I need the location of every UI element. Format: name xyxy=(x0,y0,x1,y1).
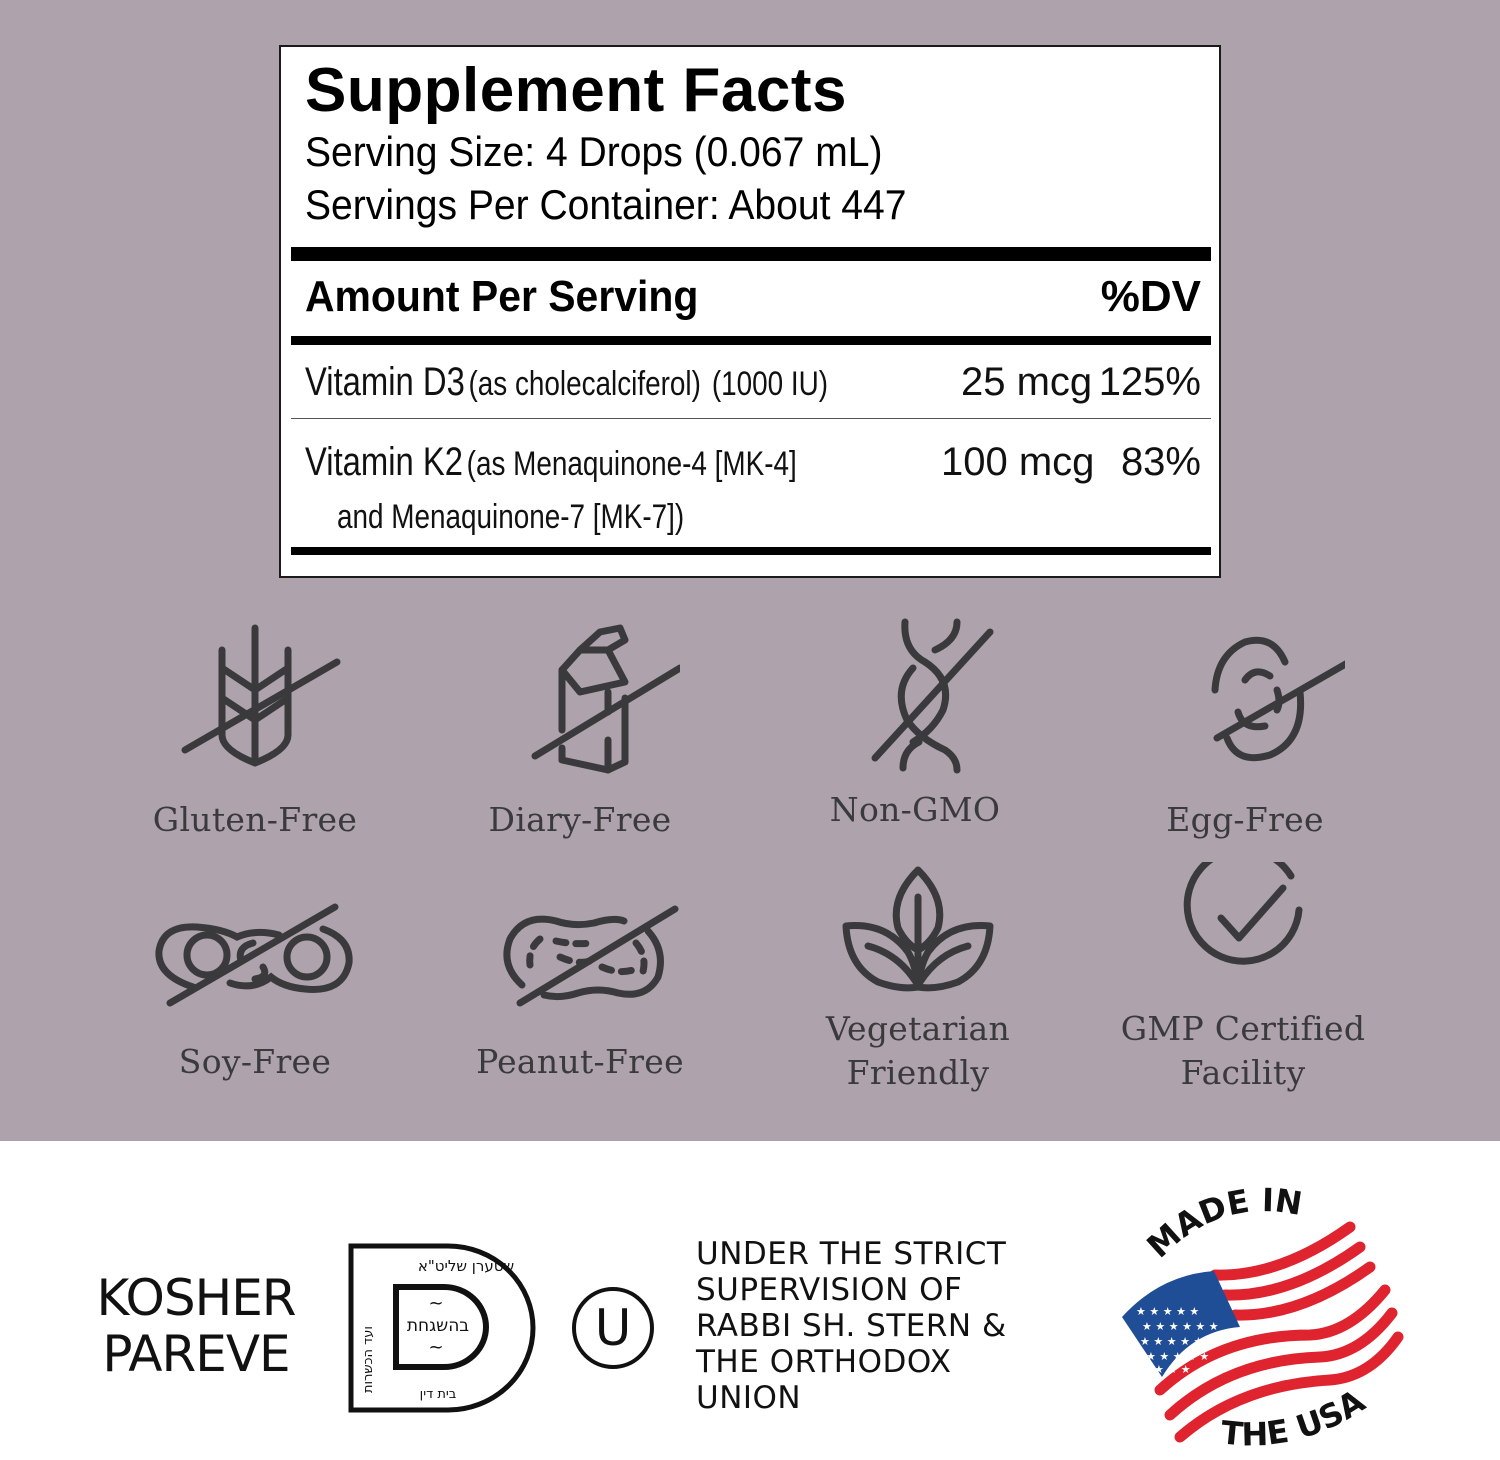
svg-text:U: U xyxy=(595,1299,632,1357)
kosher-d-symbol-icon: בהשגחת ~ ~ שטערן שליט"א ועד הכשרות בית ד… xyxy=(348,1243,536,1413)
nutrient-row-vitamin-k2: Vitamin K2 (as Menaquinone-4 [MK-4] xyxy=(305,437,905,496)
svg-text:THE USA: THE USA xyxy=(1219,1382,1372,1454)
amount-per-serving-header: Amount Per Serving xyxy=(305,272,699,321)
divider-thick xyxy=(291,547,1211,555)
pareve-label: PAREVE xyxy=(102,1325,290,1383)
badge-peanut-free: Peanut-Free xyxy=(430,895,730,1084)
badge-label: Diary-Free xyxy=(488,800,672,839)
nutrient-name: Vitamin K2 xyxy=(305,440,464,484)
badge-gluten-free: Gluten-Free xyxy=(105,620,405,842)
supplement-facts-label: Supplement Facts Serving Size: 4 Drops (… xyxy=(279,45,1221,578)
badge-label: Egg-Free xyxy=(1166,800,1324,839)
svg-text:~: ~ xyxy=(428,1293,443,1314)
svg-text:★ ★ ★: ★ ★ ★ xyxy=(1154,1363,1191,1376)
divider-thin xyxy=(291,418,1211,419)
leaf-plant-icon xyxy=(842,866,994,992)
badge-dairy-free: Diary-Free xyxy=(430,620,730,842)
svg-text:שטערן שליט"א: שטערן שליט"א xyxy=(418,1257,514,1275)
kosher-certification-logo: בהשגחת ~ ~ שטערן שליט"א ועד הכשרות בית ד… xyxy=(348,1243,538,1418)
badge-label-line2: Friendly xyxy=(846,1053,990,1092)
servings-per-container: Servings Per Container: About 447 xyxy=(305,181,907,228)
milk-carton-crossed-icon xyxy=(531,624,680,774)
badge-vegetarian-friendly: Vegetarian Friendly xyxy=(768,862,1068,1095)
nutrient-description-cont: and Menaquinone-7 [MK-7]) xyxy=(337,498,685,536)
svg-text:★ ★ ★ ★ ★: ★ ★ ★ ★ ★ xyxy=(1136,1305,1199,1318)
supervision-line: UNDER THE STRICT xyxy=(696,1236,1007,1272)
serving-size: Serving Size: 4 Drops (0.067 mL) xyxy=(305,128,883,175)
dv-header: %DV xyxy=(1100,272,1201,321)
nutrient-row-vitamin-d3: Vitamin D3 (as cholecalciferol) (1000 IU… xyxy=(305,357,943,416)
svg-text:ועד הכשרות: ועד הכשרות xyxy=(361,1326,376,1393)
usa-flag-icon: MADE IN ★ ★ ★ ★ ★ ★ ★ ★ ★ ★ ★ ★ ★ ★ ★ ★ … xyxy=(1122,1181,1404,1454)
svg-text:~: ~ xyxy=(428,1337,443,1358)
nutrient-description-line2: and Menaquinone-7 [MK-7]) xyxy=(337,492,760,549)
egg-crossed-icon xyxy=(1211,636,1345,762)
divider-thick xyxy=(291,336,1211,345)
nutrient-name: Vitamin D3 xyxy=(305,360,465,404)
badge-label: GMP Certified Facility xyxy=(1093,1007,1393,1095)
supervision-statement: UNDER THE STRICT SUPERVISION OF RABBI SH… xyxy=(696,1236,1007,1416)
badge-label: Peanut-Free xyxy=(476,1042,684,1081)
svg-text:בהשגחת: בהשגחת xyxy=(407,1316,469,1336)
kosher-label: KOSHER xyxy=(96,1269,296,1327)
nutrient-amount: 25 mcg xyxy=(961,360,1093,404)
facts-title: Supplement Facts xyxy=(305,56,847,125)
nutrient-amount: 100 mcg xyxy=(941,440,1095,484)
badge-gmp-certified: GMP Certified Facility xyxy=(1093,862,1393,1095)
check-circle-icon xyxy=(1183,862,1303,965)
nutrient-description: (as Menaquinone-4 [MK-4] xyxy=(466,445,797,483)
supervision-line: UNION xyxy=(696,1380,802,1416)
dna-crossed-icon xyxy=(871,618,994,774)
ou-kosher-logo: U xyxy=(570,1285,656,1376)
badge-label: Vegetarian Friendly xyxy=(768,1007,1068,1095)
made-in-usa-badge: MADE IN ★ ★ ★ ★ ★ ★ ★ ★ ★ ★ ★ ★ ★ ★ ★ ★ … xyxy=(1100,1181,1420,1460)
wheat-crossed-icon xyxy=(181,624,341,767)
nutrient-description: (as cholecalciferol) xyxy=(468,365,701,403)
supervision-line: THE ORTHODOX xyxy=(696,1344,952,1380)
badge-label: Gluten-Free xyxy=(152,800,358,839)
peanut-crossed-icon xyxy=(503,905,679,1007)
nutrient-dv: 83% xyxy=(1120,440,1201,484)
badge-label-line1: GMP Certified xyxy=(1120,1009,1366,1048)
badge-soy-free: Soy-Free xyxy=(105,895,405,1084)
badge-label-line2: Facility xyxy=(1180,1053,1306,1092)
svg-text:★ ★ ★ ★ ★ ★: ★ ★ ★ ★ ★ ★ xyxy=(1142,1320,1219,1333)
svg-text:★ ★ ★ ★ ★: ★ ★ ★ ★ ★ xyxy=(1146,1350,1209,1363)
badge-non-gmo: Non-GMO xyxy=(765,610,1065,832)
soybean-crossed-icon xyxy=(155,903,353,1007)
badge-egg-free: Egg-Free xyxy=(1095,620,1395,842)
ou-symbol-icon: U xyxy=(572,1287,654,1369)
supervision-line: SUPERVISION OF xyxy=(696,1272,963,1308)
supervision-line: RABBI SH. STERN & xyxy=(696,1308,1007,1344)
nutrient-iu: (1000 IU) xyxy=(711,365,829,403)
badge-label-line1: Vegetarian xyxy=(825,1009,1011,1048)
svg-text:★ ★ ★ ★ ★ ★: ★ ★ ★ ★ ★ ★ xyxy=(1140,1335,1217,1348)
badge-label: Soy-Free xyxy=(178,1042,332,1081)
svg-text:MADE IN: MADE IN xyxy=(1140,1185,1305,1265)
kosher-pareve-text: KOSHER PAREVE xyxy=(86,1270,306,1382)
divider-thick xyxy=(291,247,1211,261)
svg-text:בית דין: בית דין xyxy=(420,1387,457,1402)
nutrient-dv: 125% xyxy=(1098,360,1201,404)
badge-label: Non-GMO xyxy=(829,790,1001,829)
